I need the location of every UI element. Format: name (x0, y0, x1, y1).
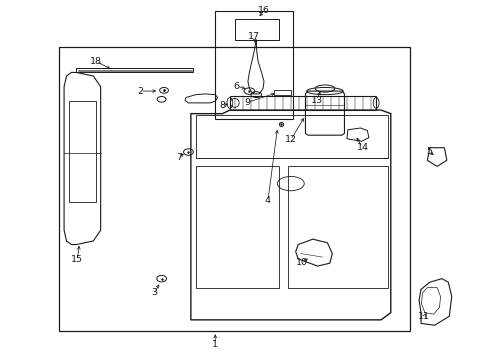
Text: 13: 13 (310, 96, 322, 105)
Text: 5: 5 (425, 147, 431, 156)
Text: 17: 17 (248, 32, 260, 41)
Text: 12: 12 (284, 135, 296, 144)
Text: 18: 18 (90, 57, 102, 66)
Text: 9: 9 (244, 98, 249, 107)
Text: 6: 6 (233, 82, 239, 91)
Text: 4: 4 (264, 196, 270, 205)
Text: 10: 10 (295, 258, 307, 267)
Text: 16: 16 (258, 6, 269, 15)
Text: 2: 2 (137, 86, 143, 95)
Text: 3: 3 (151, 288, 157, 297)
Text: 7: 7 (176, 153, 182, 162)
Text: 15: 15 (71, 255, 83, 264)
Text: 8: 8 (219, 101, 225, 110)
Text: 1: 1 (212, 340, 218, 349)
Text: 11: 11 (417, 312, 429, 321)
Text: 14: 14 (356, 143, 368, 152)
